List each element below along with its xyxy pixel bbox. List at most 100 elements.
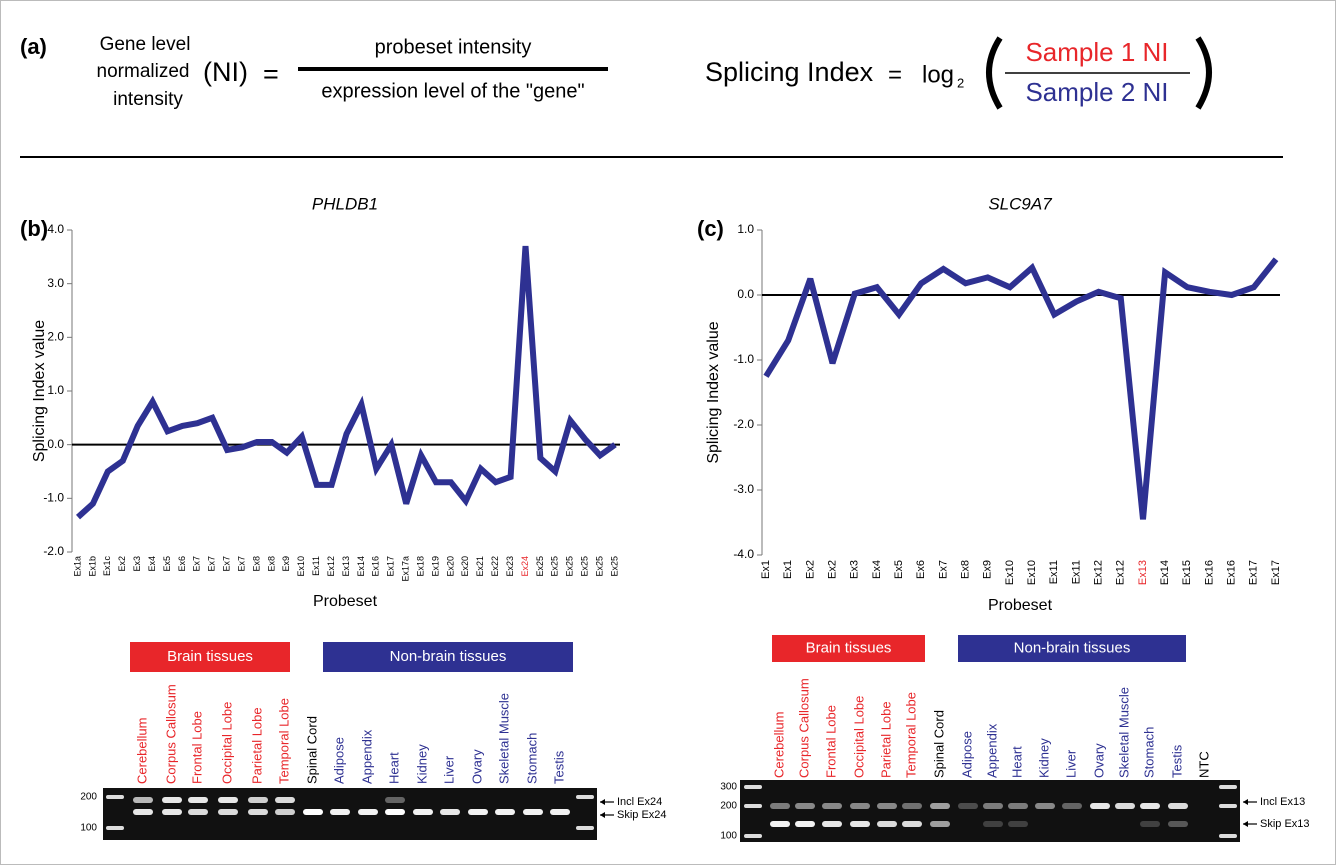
y-tick-label: 1.0	[47, 383, 64, 397]
formula-text: Gene level	[100, 34, 191, 55]
gel-band	[218, 797, 238, 803]
lane-label: Corpus Callosum	[163, 684, 178, 784]
x-tick-label: Ex17a	[401, 556, 411, 582]
gel-band	[188, 809, 208, 815]
x-tick-label: Ex7	[222, 556, 232, 572]
gel-band	[218, 809, 238, 815]
group-label: Brain tissues	[806, 639, 892, 656]
lane-label: Liver	[1063, 749, 1078, 778]
x-tick-label: Ex17	[1248, 560, 1260, 585]
size-marker: 300	[720, 782, 737, 793]
gel-band	[822, 803, 842, 809]
x-tick-label: Ex21	[475, 556, 485, 577]
gel-band	[902, 821, 922, 827]
gel-band	[770, 821, 790, 827]
lane-label: Testis	[551, 750, 566, 784]
x-tick-label: Ex12	[1115, 560, 1127, 585]
x-tick-label: Ex4	[871, 560, 883, 579]
ladder-band	[744, 804, 762, 808]
x-tick-label: Ex2	[117, 556, 127, 572]
lane-label: Frontal Lobe	[189, 711, 204, 784]
size-marker: 200	[80, 792, 97, 803]
size-marker: 100	[80, 823, 97, 834]
band-label: Skip Ex13	[1260, 818, 1310, 830]
gel-band	[495, 809, 515, 815]
x-tick-label: Ex7	[207, 556, 217, 572]
x-tick-label: Ex3	[132, 556, 142, 572]
x-axis-label: Probeset	[988, 597, 1053, 614]
ladder-band	[744, 785, 762, 789]
gel-band	[358, 809, 378, 815]
band-label: Incl Ex24	[617, 796, 662, 808]
y-axis-label: Splicing Index value	[31, 320, 48, 462]
lane-label: Corpus Callosum	[796, 678, 811, 778]
gel-band	[983, 821, 1003, 827]
y-tick-label: -2.0	[43, 544, 64, 558]
x-tick-label: Ex2	[804, 560, 816, 579]
lane-label: Spinal Cord	[304, 716, 319, 784]
y-tick-label: 0.0	[47, 437, 64, 451]
y-axis-label: Splicing Index value	[705, 321, 722, 463]
gel-band	[850, 803, 870, 809]
gel-band	[330, 809, 350, 815]
gel-band	[1168, 821, 1188, 827]
size-marker: 100	[720, 831, 737, 842]
lane-label: Appendix	[359, 729, 374, 784]
y-tick-label: -3.0	[733, 482, 754, 496]
lane-label: Ovary	[469, 749, 484, 784]
x-tick-label: Ex17	[1270, 560, 1282, 585]
x-tick-label: Ex13	[341, 556, 351, 577]
formula-equals: =	[888, 61, 902, 88]
gel-band	[1090, 803, 1110, 809]
lane-label: Testis	[1169, 744, 1184, 778]
x-tick-label: Ex11	[1070, 560, 1082, 584]
x-tick-label: Ex25	[594, 556, 604, 577]
y-tick-label: 0.0	[737, 287, 754, 301]
lane-label: Kidney	[414, 744, 429, 784]
x-tick-label: Ex7	[192, 556, 202, 572]
gel-band	[930, 821, 950, 827]
gel-band	[822, 821, 842, 827]
x-tick-label: Ex3	[849, 560, 861, 579]
panel-label: (c)	[697, 216, 724, 241]
lane-label: Appendix	[984, 723, 999, 778]
formula-denominator: Sample 2 NI	[1025, 77, 1168, 107]
x-tick-label: Ex14	[356, 556, 366, 577]
gel-band	[188, 797, 208, 803]
gel-band	[877, 803, 897, 809]
gel-band	[795, 821, 815, 827]
lane-label: Stomach	[1141, 727, 1156, 778]
formula-text: Splicing Index	[705, 57, 874, 87]
y-tick-label: -1.0	[733, 352, 754, 366]
gel-band	[275, 797, 295, 803]
gel-band	[523, 809, 543, 815]
formula-text: intensity	[113, 89, 183, 110]
gel-band	[248, 797, 268, 803]
gel-band	[958, 803, 978, 809]
x-tick-label: Ex23	[505, 556, 515, 577]
x-tick-label: Ex25	[580, 556, 590, 577]
lane-label: Spinal Cord	[931, 710, 946, 778]
x-tick-label: Ex1c	[102, 556, 112, 577]
y-tick-label: 4.0	[47, 222, 64, 236]
y-tick-label: -2.0	[733, 417, 754, 431]
x-tick-label: Ex8	[266, 556, 276, 572]
lane-label: Frontal Lobe	[823, 705, 838, 778]
gel-band	[877, 821, 897, 827]
x-tick-label: Ex25	[550, 556, 560, 577]
lane-label: Parietal Lobe	[878, 701, 893, 778]
x-tick-label: Ex20	[460, 556, 470, 577]
ladder-band	[106, 826, 124, 830]
x-axis-label: Probeset	[313, 593, 378, 610]
gel-band	[983, 803, 1003, 809]
gel-band	[770, 803, 790, 809]
x-tick-label: Ex18	[415, 556, 425, 577]
ladder-band	[106, 795, 124, 799]
lane-label: Temporal Lobe	[276, 698, 291, 784]
lane-label: NTC	[1196, 751, 1211, 778]
gel-band	[930, 803, 950, 809]
x-tick-label: Ex8	[959, 560, 971, 579]
x-tick-label: Ex13	[1137, 560, 1149, 585]
gel-band	[133, 809, 153, 815]
lane-label: Adipose	[959, 731, 974, 778]
